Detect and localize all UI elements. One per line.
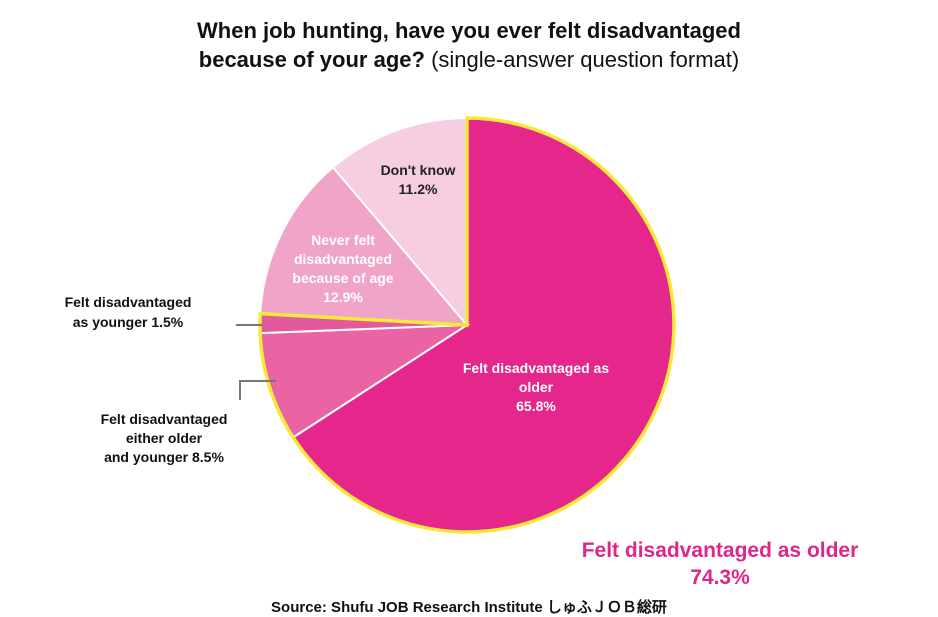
- highlight-outline: [258, 116, 676, 534]
- leader-line-both: [239, 380, 276, 400]
- chart-title: When job hunting, have you ever felt dis…: [0, 16, 938, 74]
- label-younger: Felt disadvantaged as younger 1.5%: [65, 294, 192, 330]
- slice-never: [259, 165, 470, 327]
- label-older: Felt disadvantaged as older 65.8%: [463, 360, 609, 414]
- label-both: Felt disadvantaged either older and younge…: [101, 411, 228, 465]
- highlight-callout: Felt disadvantaged as older 74.3%: [520, 537, 920, 591]
- slice-labels: Felt disadvantaged as older 65.8% Never fel…: [65, 162, 610, 465]
- source-note: Source: Shufu JOB Research Institute しゅふ…: [271, 599, 667, 616]
- leader-lines: [236, 324, 276, 400]
- slice-dontknow: [331, 116, 468, 328]
- label-dontknow: Don't know 11.2%: [381, 162, 456, 197]
- chart-title-line2: because of your age? (single-answer ques…: [0, 45, 938, 74]
- highlight-callout-value: 74.3%: [690, 566, 750, 589]
- chart-title-format: (single-answer question format): [431, 47, 740, 72]
- chart-title-line1: When job hunting, have you ever felt dis…: [197, 18, 741, 43]
- label-never: Never felt disadvantaged because of age 12.…: [292, 232, 393, 305]
- chart-title-question: because of your age?: [198, 47, 425, 72]
- highlight-callout-label: Felt disadvantaged as older: [581, 539, 859, 562]
